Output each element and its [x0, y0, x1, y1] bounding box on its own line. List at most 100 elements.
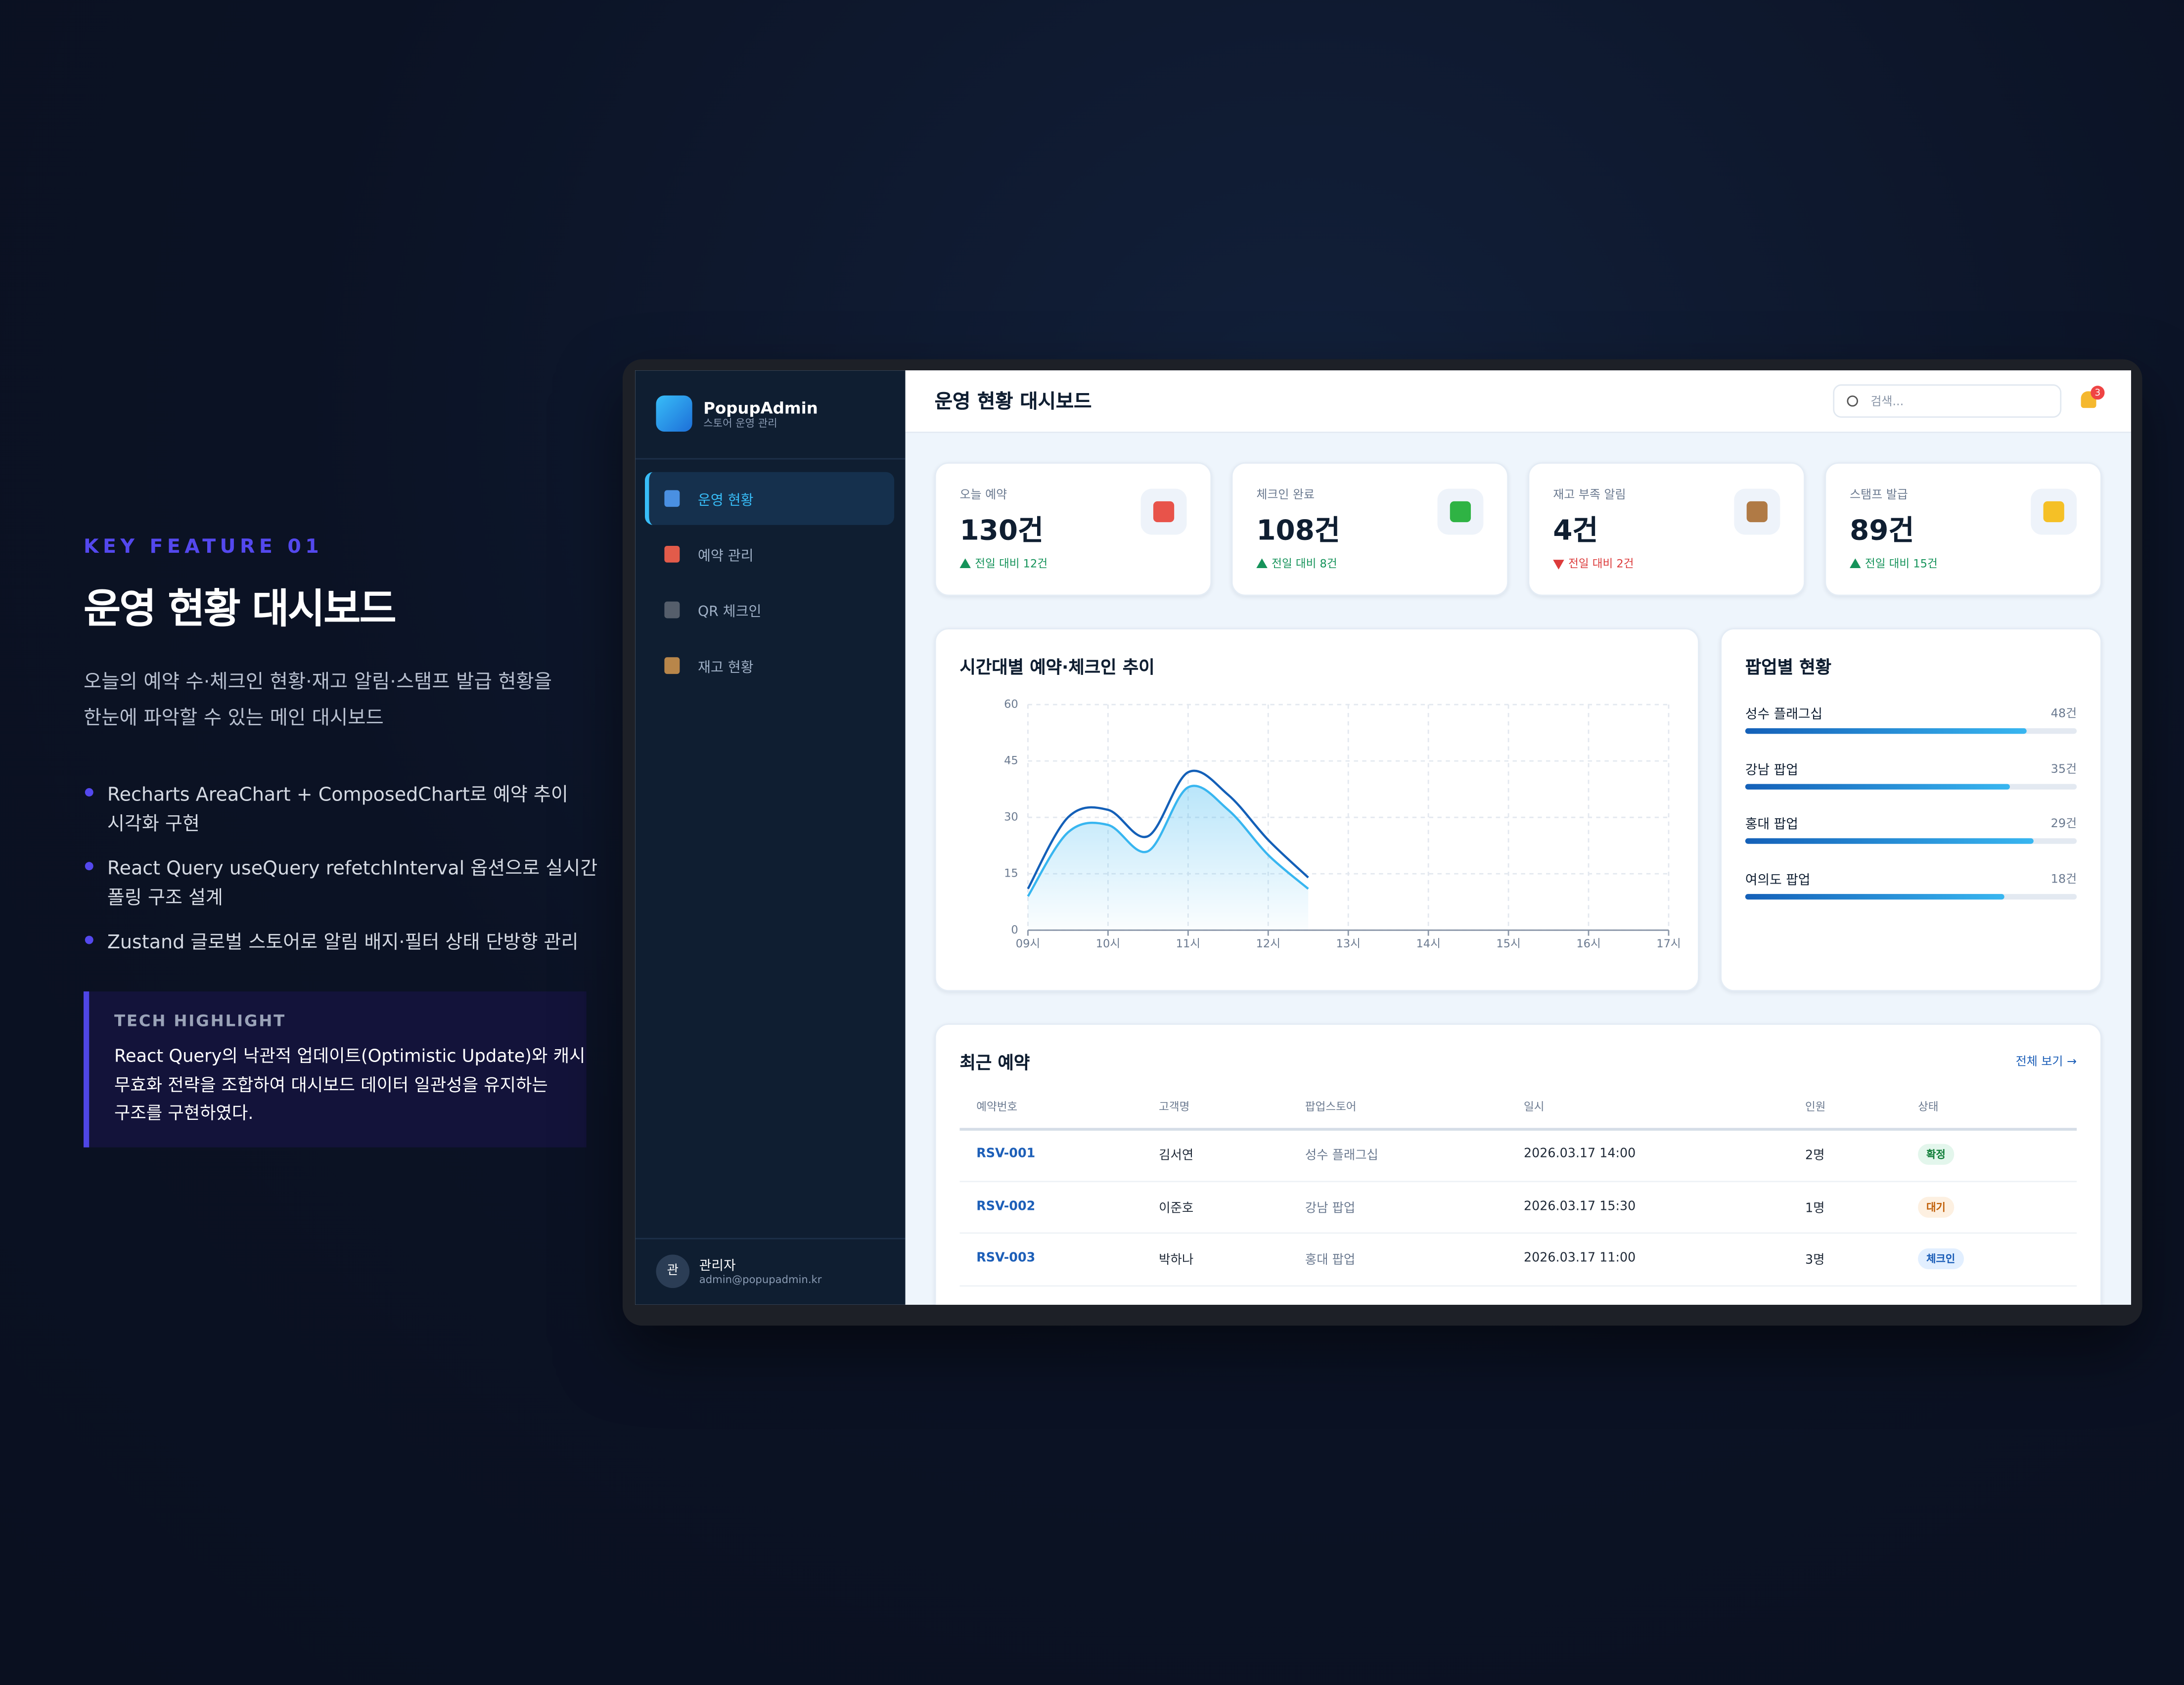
highlight-label: TECH HIGHLIGHT — [114, 1011, 286, 1031]
table-cell: 2명 — [1805, 1149, 1825, 1164]
header-title: 운영 현황 대시보드 — [934, 391, 1092, 414]
stat-card: 스탬프 발급 89건 전일 대비 15건 — [1824, 462, 2102, 596]
dashboard-screen: PopupAdmin 스토어 운영 관리 관 관리자 admin@popupad… — [635, 370, 2131, 1305]
bullet-dot — [85, 788, 93, 797]
y-tick-label: 15 — [1004, 867, 1018, 880]
y-tick-label: 0 — [1011, 924, 1018, 936]
column-header: 인원 — [1805, 1101, 1826, 1113]
popup-name: 홍대 팝업 — [1745, 817, 1798, 833]
stat-card: 재고 부족 알림 4건 전일 대비 2건 — [1528, 462, 1805, 596]
reservation-id[interactable]: RSV-003 — [976, 1251, 1036, 1266]
menu-item[interactable]: 운영 현황 — [697, 493, 754, 509]
x-tick-label: 09시 — [1016, 937, 1040, 950]
popup-card: 팝업별 현황 성수 플래그십 48건 강남 팝업 35건 홍대 팝업 29건 여의도 팝업 1… — [1720, 628, 2102, 992]
trend-arrow — [1256, 558, 1268, 569]
user-email: admin@popupadmin.kr — [699, 1273, 822, 1286]
table-cell: 김서연 — [1159, 1149, 1194, 1164]
divider — [635, 458, 906, 460]
stat-card: 체크인 완료 108건 전일 대비 8건 — [1231, 462, 1509, 596]
progress-bar — [1745, 783, 2011, 789]
stat-icon — [1450, 501, 1471, 523]
stat-delta: 전일 대비 15건 — [1865, 557, 1938, 571]
line — [1027, 769, 1309, 889]
stat-icon-box — [1437, 488, 1484, 535]
status-badge: 대기 — [1918, 1196, 1954, 1217]
column-header: 상태 — [1918, 1101, 1939, 1113]
x-tick-label: 11시 — [1176, 937, 1200, 950]
stat-icon — [2043, 501, 2064, 523]
table-cell: 2026.03.17 14:00 — [1524, 1147, 1636, 1161]
stat-icon — [1153, 501, 1175, 523]
reservation-id[interactable]: RSV-002 — [976, 1199, 1036, 1214]
table-cell: 2026.03.17 11:00 — [1524, 1251, 1636, 1266]
popup-name: 여의도 팝업 — [1745, 872, 1811, 888]
stat-icon-box — [2031, 488, 2077, 535]
popup-name: 성수 플래그십 — [1745, 707, 1823, 723]
menu-item[interactable]: 예약 관리 — [697, 549, 754, 565]
brand-subtitle: 스토어 운영 관리 — [703, 417, 777, 430]
table-cell: 성수 플래그십 — [1305, 1149, 1378, 1164]
row-divider — [959, 1180, 2077, 1182]
table-cell: 강남 팝업 — [1305, 1201, 1356, 1216]
progress-bar — [1745, 838, 2034, 844]
recent-title: 최근 예약 — [959, 1052, 1030, 1073]
stat-label: 체크인 완료 — [1256, 488, 1315, 503]
menu-item[interactable]: 재고 현황 — [697, 661, 754, 676]
search-placeholder: 검색... — [1870, 395, 1904, 409]
x-tick-label: 13시 — [1336, 937, 1361, 950]
stat-icon — [1746, 501, 1768, 523]
line — [1027, 785, 1309, 897]
x-tick-label: 14시 — [1416, 937, 1440, 950]
stat-label: 재고 부족 알림 — [1553, 488, 1626, 503]
highlight-text: 무효화 전략을 조합하여 대시보드 데이터 일관성을 유지하는 — [114, 1073, 548, 1095]
stat-icon-box — [1140, 488, 1187, 535]
x-tick-label: 16시 — [1576, 937, 1600, 950]
menu-item[interactable]: QR 체크인 — [697, 605, 762, 621]
stat-value: 89건 — [1850, 513, 1914, 547]
menu-icon — [664, 545, 680, 563]
menu-active-bg — [644, 472, 895, 525]
stat-value: 4건 — [1553, 513, 1598, 547]
x-tick-label: 17시 — [1656, 937, 1681, 950]
stat-label: 오늘 예약 — [959, 488, 1007, 503]
column-header: 예약번호 — [976, 1101, 1018, 1113]
popup-count: 18건 — [2050, 872, 2077, 887]
x-tick-label: 10시 — [1096, 937, 1120, 950]
user-name: 관리자 — [699, 1258, 736, 1274]
tech-highlight — [83, 991, 587, 1148]
sidebar: PopupAdmin 스토어 운영 관리 관 관리자 admin@popupad… — [635, 370, 906, 1305]
y-tick-label: 45 — [1004, 754, 1018, 767]
menu-icon — [664, 657, 680, 674]
table-header-line — [959, 1128, 2077, 1130]
bullet-text: 폴링 구조 설계 — [107, 887, 223, 910]
reservation-id[interactable]: RSV-001 — [976, 1147, 1036, 1161]
bullet-text: Zustand 글로벌 스토어로 알림 배지·필터 상태 단방향 관리 — [107, 931, 579, 954]
stat-value: 108건 — [1256, 513, 1340, 547]
column-header: 일시 — [1524, 1101, 1545, 1113]
bullet-dot — [85, 935, 93, 944]
menu-icon — [664, 490, 680, 507]
stat-value: 130건 — [959, 513, 1044, 547]
stat-icon-box — [1734, 488, 1780, 535]
popup-name: 강남 팝업 — [1745, 762, 1798, 778]
row-divider — [959, 1285, 2077, 1286]
bullet-text: React Query useQuery refetchInterval 옵션으… — [107, 857, 598, 880]
trend-arrow — [959, 558, 971, 569]
brand-name: PopupAdmin — [703, 398, 818, 418]
progress-bar — [1745, 893, 2004, 899]
bullet-dot — [85, 862, 93, 871]
popup-count: 35건 — [2050, 762, 2077, 777]
popup-title: 팝업별 현황 — [1745, 656, 1832, 678]
search-icon — [1847, 395, 1858, 407]
highlight-text: 구조를 구현하였다. — [114, 1102, 254, 1123]
column-header: 팝업스토어 — [1305, 1101, 1357, 1113]
popup-count: 48건 — [2050, 707, 2077, 721]
stat-delta: 전일 대비 12건 — [975, 557, 1048, 571]
view-all-link[interactable]: 전체 보기 → — [2015, 1055, 2077, 1069]
search-box[interactable]: 검색... — [1833, 384, 2062, 418]
divider — [635, 1238, 906, 1240]
trend-arrow — [1553, 560, 1564, 570]
y-tick-label: 30 — [1004, 811, 1018, 824]
